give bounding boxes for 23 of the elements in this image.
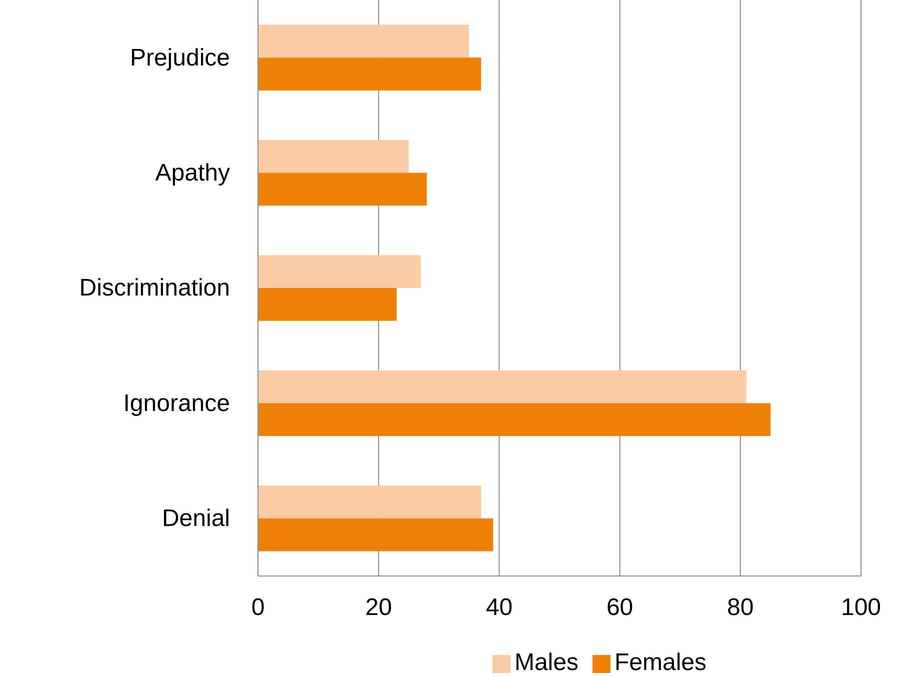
x-tick-label: 40 — [486, 594, 513, 622]
bar — [258, 486, 482, 518]
bar — [258, 172, 427, 206]
legend-label: Males — [514, 649, 578, 676]
bar — [258, 140, 409, 173]
x-tick-label: 0 — [251, 594, 265, 622]
bar — [258, 518, 494, 552]
y-tick-label: Apathy — [155, 159, 230, 186]
bar — [258, 24, 470, 58]
y-tick-label: Prejudice — [130, 44, 230, 72]
x-tick-label: 80 — [727, 594, 754, 622]
x-tick-label: 60 — [606, 594, 634, 622]
legend-label: Females — [614, 649, 707, 676]
bar — [258, 255, 421, 288]
bar — [258, 403, 771, 436]
bar — [258, 370, 746, 404]
x-tick-label: 20 — [365, 594, 392, 622]
y-tick-label: Denial — [162, 505, 230, 532]
bar — [258, 288, 397, 321]
y-tick-label: Ignorance — [123, 390, 230, 417]
x-tick-label: 100 — [840, 594, 882, 622]
bar — [258, 58, 482, 90]
y-tick-label: Discrimination — [79, 274, 230, 302]
